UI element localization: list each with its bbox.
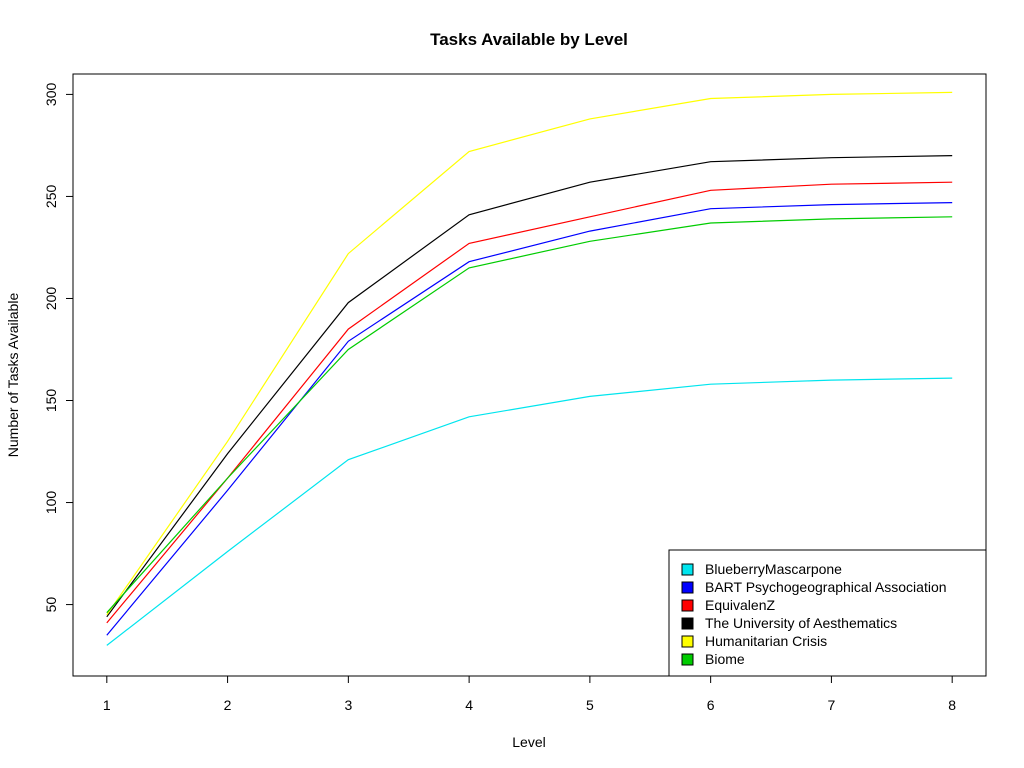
series-line-2 xyxy=(106,202,953,636)
x-tick-label: 2 xyxy=(224,697,232,713)
y-tick-label: 100 xyxy=(43,491,59,515)
x-axis-label: Level xyxy=(512,734,545,750)
x-tick-label: 3 xyxy=(344,697,352,713)
series-line-5 xyxy=(106,91,953,616)
legend-swatch xyxy=(681,617,694,630)
y-tick-label: 250 xyxy=(43,185,59,209)
legend-label: The University of Aesthematics xyxy=(705,615,897,631)
legend-items: BlueberryMascarpone BART Psychogeographic… xyxy=(681,561,947,667)
legend-label: BlueberryMascarpone xyxy=(705,561,842,577)
x-tick-label: 1 xyxy=(103,697,111,713)
series-line-6 xyxy=(106,216,953,614)
x-axis: 1 2 3 4 5 6 7 8 xyxy=(103,675,956,713)
series-line-4 xyxy=(106,155,953,618)
legend-swatch xyxy=(681,599,694,612)
series-layer xyxy=(106,91,953,646)
y-tick-label: 200 xyxy=(43,287,59,311)
series-line-3 xyxy=(106,181,953,624)
y-tick-label: 150 xyxy=(43,389,59,413)
y-axis: 50 100 150 200 250 300 xyxy=(43,83,74,613)
y-tick-label: 300 xyxy=(43,83,59,107)
legend-box xyxy=(668,549,987,677)
legend-swatch xyxy=(681,635,694,648)
legend-swatch xyxy=(681,563,694,576)
series-line-1 xyxy=(106,377,953,646)
legend-label: Humanitarian Crisis xyxy=(705,633,827,649)
legend-label: BART Psychogeographical Association xyxy=(705,579,947,595)
x-tick-label: 6 xyxy=(707,697,715,713)
legend-label: EquivalenZ xyxy=(705,597,775,613)
y-tick-label: 50 xyxy=(43,597,59,613)
legend: BlueberryMascarpone BART Psychogeographic… xyxy=(668,549,987,677)
x-tick-label: 8 xyxy=(948,697,956,713)
x-tick-label: 5 xyxy=(586,697,594,713)
chart-title: Tasks Available by Level xyxy=(430,30,628,49)
legend-swatch xyxy=(681,653,694,666)
x-tick-label: 7 xyxy=(828,697,836,713)
x-tick-label: 4 xyxy=(465,697,473,713)
legend-swatch xyxy=(681,581,694,594)
legend-label: Biome xyxy=(705,651,745,667)
y-axis-label: Number of Tasks Available xyxy=(5,293,21,458)
